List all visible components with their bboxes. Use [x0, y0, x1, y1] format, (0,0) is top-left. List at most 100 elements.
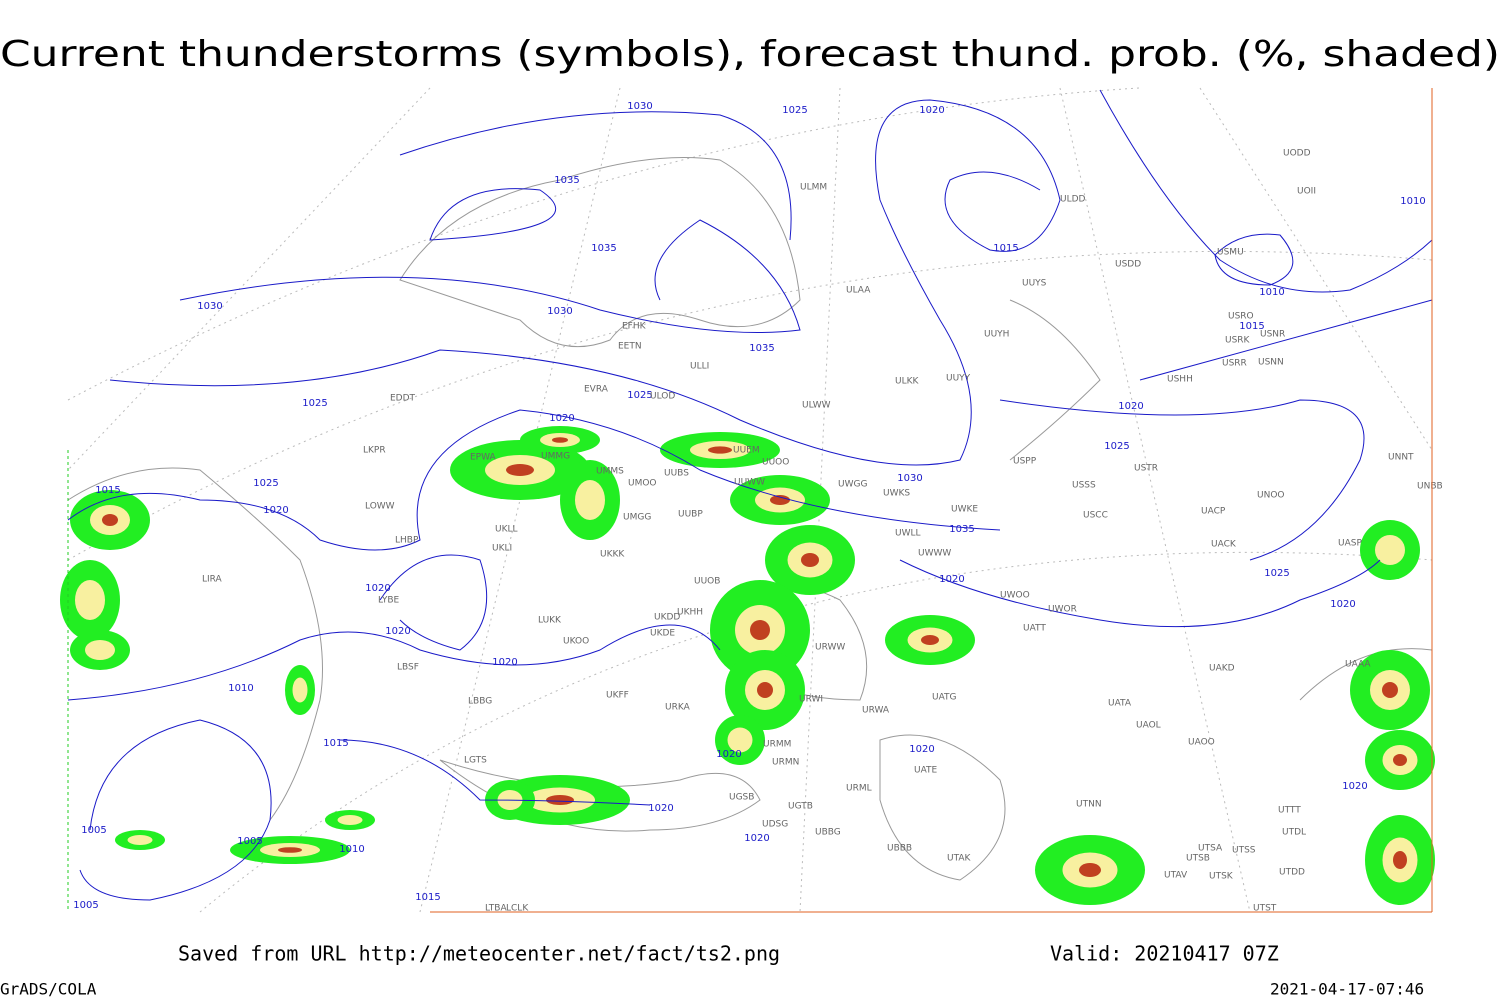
isobar-label: 1020	[385, 626, 410, 637]
station-label: LBSF	[397, 663, 419, 673]
isobar-label: 1020	[263, 505, 288, 516]
station-label: UAKD	[1209, 664, 1235, 674]
station-label: UWOO	[1000, 591, 1030, 601]
map-labels: 1030 1025 1020 1035 1035 1030 1030 1035 1025 1025…	[73, 101, 1442, 914]
station-label: UMOO	[628, 479, 657, 489]
shade-mid	[127, 835, 153, 845]
station-label: UWKE	[951, 505, 978, 515]
station-label: UDSG	[762, 820, 788, 830]
isobar-label: 1035	[749, 343, 774, 354]
isobar-label: 1020	[939, 574, 964, 585]
station-label: URWI	[799, 695, 823, 705]
station-label: USNR	[1260, 330, 1285, 340]
station-label: USPP	[1013, 457, 1037, 467]
station-label: UUYH	[984, 330, 1009, 340]
isobar-label: 1025	[253, 478, 278, 489]
station-label: UGTB	[788, 802, 813, 812]
station-label: LUKK	[538, 616, 562, 626]
isobar-label: 1020	[909, 744, 934, 755]
shade-mid	[75, 580, 105, 620]
isobar-label: 1035	[949, 524, 974, 535]
isobar-label: 1030	[197, 301, 222, 312]
isobar-label: 1015	[993, 243, 1018, 254]
shade-mid	[575, 480, 605, 520]
shade-high	[506, 464, 534, 476]
station-label: LIRA	[202, 575, 223, 585]
isobar-label: 1025	[782, 105, 807, 116]
thunderstorm-probability-shading	[60, 426, 1435, 905]
shade-high	[708, 446, 732, 454]
isobar-label: 1030	[627, 101, 652, 112]
isobar-label: 1025	[1264, 568, 1289, 579]
station-label: UATG	[932, 693, 957, 703]
isobar-label: 1015	[1239, 321, 1264, 332]
station-label: LGTS	[464, 756, 487, 766]
isobar-label: 1035	[554, 175, 579, 186]
map-title: Current thunderstorms (symbols), forecas…	[0, 34, 1500, 75]
station-label: ULMM	[800, 183, 827, 193]
station-label: UWOR	[1048, 605, 1077, 615]
station-label: EDDT	[390, 394, 416, 404]
station-label: UUWW	[734, 478, 765, 488]
isobar-label: 1025	[302, 398, 327, 409]
station-label: USSS	[1072, 481, 1096, 491]
station-label: UBBG	[815, 828, 841, 838]
station-label: UBBB	[887, 844, 912, 854]
station-label: UAOO	[1188, 738, 1215, 748]
station-label: UATT	[1023, 624, 1046, 634]
station-label: UKDD	[654, 613, 680, 623]
station-label: UTDL	[1282, 828, 1306, 838]
isobar-label: 1020	[365, 583, 390, 594]
isobar-label: 1020	[919, 105, 944, 116]
isobar-label: 1020	[492, 657, 517, 668]
station-label: UTSS	[1232, 846, 1256, 856]
station-label: UTST	[1253, 904, 1277, 914]
station-label: LCLK	[506, 904, 529, 914]
station-label: EFHK	[622, 322, 647, 332]
station-label: UMGG	[623, 513, 651, 523]
station-label: UWKS	[883, 489, 910, 499]
station-label: UTAK	[947, 854, 972, 864]
isobar-label: 1020	[744, 833, 769, 844]
shade-high	[278, 847, 302, 853]
station-label: UNNT	[1388, 453, 1414, 463]
station-label: USCC	[1083, 511, 1108, 521]
station-label: UKLL	[495, 525, 518, 535]
isobar-label: 1015	[323, 738, 348, 749]
isobar-label: 1015	[415, 892, 440, 903]
isobar-label: 1015	[95, 485, 120, 496]
isobar-label: 1010	[228, 683, 253, 694]
isobar-label: 1035	[591, 243, 616, 254]
isobar-label: 1020	[648, 803, 673, 814]
shade-high	[546, 795, 574, 805]
station-label: UTSK	[1209, 872, 1234, 882]
isobar-label: 1020	[1330, 599, 1355, 610]
station-label: UTAV	[1164, 871, 1188, 881]
isobar-label: 1030	[547, 306, 572, 317]
shade-high	[552, 437, 568, 443]
station-label: URMM	[763, 740, 791, 750]
station-label: UGSB	[729, 793, 754, 803]
isobar-label: 1020	[716, 749, 741, 760]
shade-high	[1393, 754, 1407, 766]
station-label: ULWW	[802, 401, 831, 411]
station-label: URMN	[772, 758, 799, 768]
station-label: UTNN	[1076, 800, 1102, 810]
station-label: LTBA	[485, 904, 507, 914]
shade-mid	[727, 727, 753, 753]
isobar-label: 1010	[1259, 287, 1284, 298]
shade-mid	[292, 677, 308, 703]
software: GrADS/COLA	[0, 980, 97, 999]
station-label: EPWA	[470, 453, 497, 463]
shade-high	[1079, 863, 1101, 877]
valid-time: Valid: 20210417 07Z	[1050, 942, 1279, 966]
station-label: UKFF	[606, 691, 629, 701]
station-label: URWW	[815, 643, 845, 653]
station-label: UTSA	[1198, 844, 1223, 854]
station-label: UWLL	[895, 529, 921, 539]
station-label: UOII	[1297, 187, 1316, 197]
station-label: LHBP	[395, 536, 419, 546]
station-label: UKHH	[677, 608, 703, 618]
station-label: UUOB	[694, 577, 720, 587]
